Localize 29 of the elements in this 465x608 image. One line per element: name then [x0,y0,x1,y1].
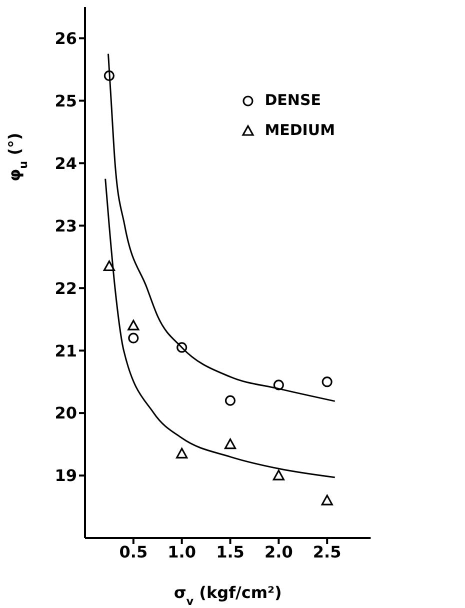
point [176,342,188,353]
point [272,470,284,480]
point [128,320,140,330]
point [103,260,116,272]
point [128,332,139,344]
point [321,494,333,506]
y-tick-label: 24 [54,154,77,173]
point [224,395,236,406]
y-tick-label: 26 [54,28,77,48]
line-series [107,53,336,402]
x-tick-label: 0.5 [119,542,148,562]
point [322,376,332,388]
legend-label: DENSE [264,90,321,111]
y-tick-label: 22 [54,278,77,298]
y-tick-label: 23 [54,216,77,236]
point [273,380,284,390]
point [104,70,115,82]
x-axis-title: σ$_{v}$ (kgf/cm²) [174,583,282,608]
x-tick-label: 2.5 [312,542,342,562]
y-tick-label: 19 [54,466,77,486]
y-tick-label: 20 [54,404,77,423]
point [224,438,236,450]
legend-label: MEDIUM [264,120,335,141]
x-tick-label: 1.5 [216,542,244,562]
x-tick-label: 1.0 [168,542,196,562]
x-tick-label: 2.0 [264,542,293,562]
y-tick-label: 25 [54,91,77,110]
y-tick-label: 21 [54,341,77,360]
point [176,448,188,458]
